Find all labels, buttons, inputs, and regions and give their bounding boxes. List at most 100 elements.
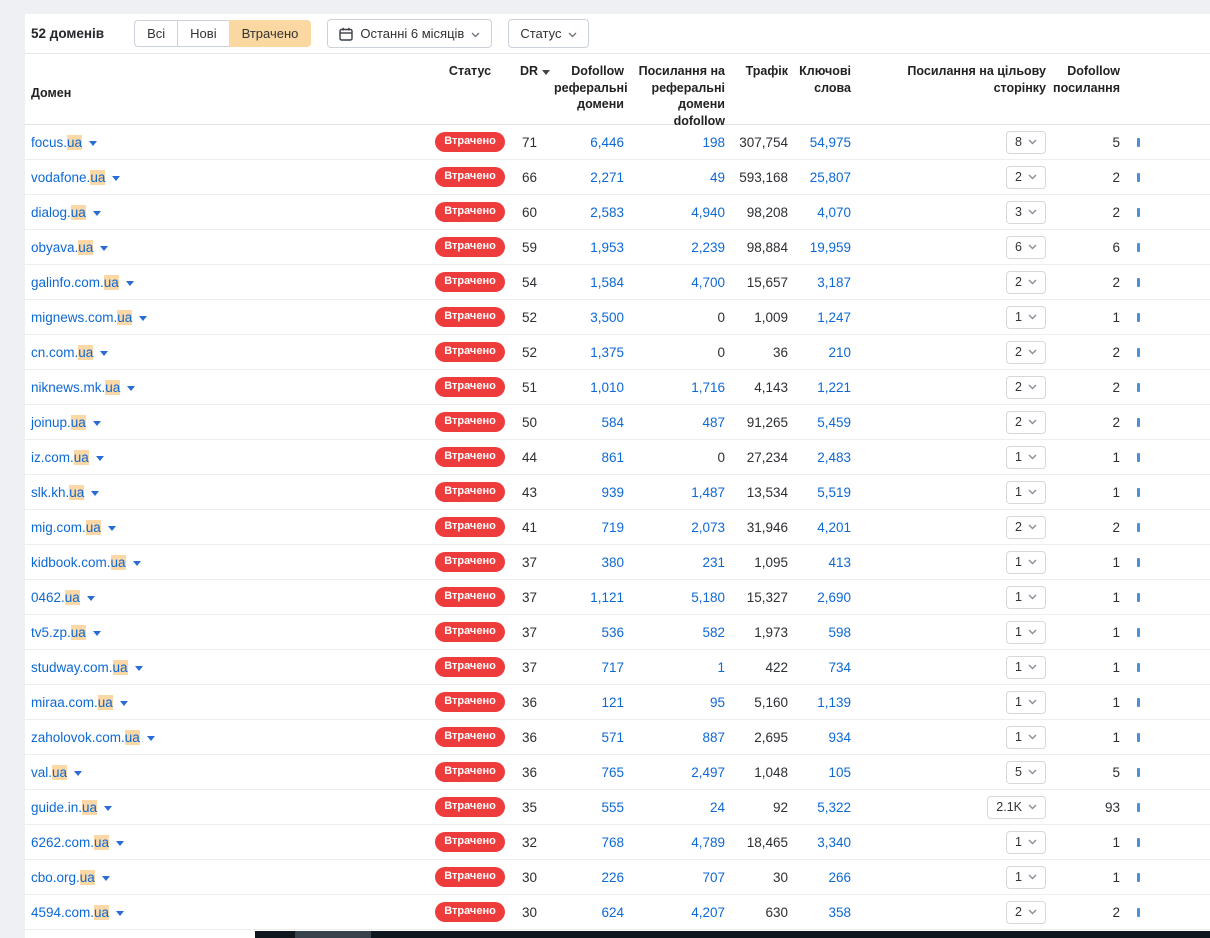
links-ref-domains-value[interactable]: 1,716 <box>691 379 725 395</box>
keywords-link[interactable]: 413 <box>828 554 851 570</box>
keywords-link[interactable]: 3,340 <box>817 834 851 850</box>
links-history-tick[interactable] <box>1137 907 1140 917</box>
dofollow-ref-domains-link[interactable]: 1,010 <box>590 379 624 395</box>
target-links-select[interactable]: 2 <box>1006 340 1046 364</box>
keywords-link[interactable]: 2,690 <box>817 589 851 605</box>
links-history-tick[interactable] <box>1137 767 1140 777</box>
domain-link[interactable]: obyava.ua <box>31 239 94 255</box>
filter-all-button[interactable]: Всі <box>134 20 178 47</box>
domain-caret-icon[interactable] <box>125 280 134 286</box>
keywords-link[interactable]: 105 <box>828 764 851 780</box>
links-history-tick[interactable] <box>1137 137 1140 147</box>
links-history-tick[interactable] <box>1137 662 1140 672</box>
links-history-tick[interactable] <box>1137 592 1140 602</box>
links-history-tick[interactable] <box>1137 627 1140 637</box>
keywords-link[interactable]: 5,519 <box>817 484 851 500</box>
keywords-link[interactable]: 210 <box>828 344 851 360</box>
keywords-link[interactable]: 4,201 <box>817 519 851 535</box>
domain-link[interactable]: slk.kh.ua <box>31 484 85 500</box>
links-ref-domains-value[interactable]: 49 <box>709 169 725 185</box>
links-history-tick[interactable] <box>1137 242 1140 252</box>
target-links-select[interactable]: 1 <box>1006 620 1046 644</box>
links-ref-domains-value[interactable]: 2,497 <box>691 764 725 780</box>
domain-caret-icon[interactable] <box>89 140 98 146</box>
links-ref-domains-value[interactable]: 887 <box>702 729 725 745</box>
dofollow-ref-domains-link[interactable]: 2,271 <box>590 169 624 185</box>
dofollow-ref-domains-link[interactable]: 380 <box>601 554 624 570</box>
domain-link[interactable]: zaholovok.com.ua <box>31 729 140 745</box>
dofollow-ref-domains-link[interactable]: 226 <box>601 869 624 885</box>
domain-caret-icon[interactable] <box>116 840 125 846</box>
dofollow-ref-domains-link[interactable]: 939 <box>601 484 624 500</box>
links-ref-domains-value[interactable]: 4,207 <box>691 904 725 920</box>
status-filter-button[interactable]: Статус <box>508 19 590 48</box>
links-history-tick[interactable] <box>1137 872 1140 882</box>
domain-caret-icon[interactable] <box>107 525 116 531</box>
domain-caret-icon[interactable] <box>146 735 155 741</box>
links-ref-domains-value[interactable]: 1 <box>717 659 725 675</box>
target-links-select[interactable]: 8 <box>1006 130 1046 154</box>
target-links-select[interactable]: 1 <box>1006 480 1046 504</box>
dofollow-ref-domains-link[interactable]: 3,500 <box>590 309 624 325</box>
links-ref-domains-value[interactable]: 4,700 <box>691 274 725 290</box>
links-history-tick[interactable] <box>1137 837 1140 847</box>
dofollow-ref-domains-link[interactable]: 765 <box>601 764 624 780</box>
keywords-link[interactable]: 19,959 <box>809 239 851 255</box>
links-history-tick[interactable] <box>1137 207 1140 217</box>
keywords-link[interactable]: 1,221 <box>817 379 851 395</box>
domain-link[interactable]: 0462.ua <box>31 589 80 605</box>
dofollow-ref-domains-link[interactable]: 555 <box>601 799 624 815</box>
target-links-select[interactable]: 1 <box>1006 865 1046 889</box>
dofollow-ref-domains-link[interactable]: 861 <box>601 449 624 465</box>
target-links-select[interactable]: 1 <box>1006 445 1046 469</box>
dofollow-ref-domains-link[interactable]: 1,584 <box>590 274 624 290</box>
target-links-select[interactable]: 2 <box>1006 410 1046 434</box>
domain-link[interactable]: val.ua <box>31 764 68 780</box>
links-ref-domains-value[interactable]: 2,073 <box>691 519 725 535</box>
domain-caret-icon[interactable] <box>134 665 143 671</box>
links-history-tick[interactable] <box>1137 557 1140 567</box>
domain-link[interactable]: tv5.zp.ua <box>31 624 86 640</box>
target-links-select[interactable]: 2.1K <box>987 795 1046 819</box>
links-history-tick[interactable] <box>1137 487 1140 497</box>
date-range-button[interactable]: Останні 6 місяців <box>327 19 493 48</box>
keywords-link[interactable]: 5,459 <box>817 414 851 430</box>
dofollow-ref-domains-link[interactable]: 719 <box>601 519 624 535</box>
target-links-select[interactable]: 2 <box>1006 270 1046 294</box>
links-history-tick[interactable] <box>1137 277 1140 287</box>
keywords-link[interactable]: 266 <box>828 869 851 885</box>
domain-caret-icon[interactable] <box>101 875 110 881</box>
target-links-select[interactable]: 1 <box>1006 690 1046 714</box>
domain-link[interactable]: cn.com.ua <box>31 344 94 360</box>
domain-caret-icon[interactable] <box>119 700 128 706</box>
domain-link[interactable]: joinup.ua <box>31 414 86 430</box>
domain-link[interactable]: mig.com.ua <box>31 519 101 535</box>
links-history-tick[interactable] <box>1137 417 1140 427</box>
target-links-select[interactable]: 3 <box>1006 200 1046 224</box>
keywords-link[interactable]: 734 <box>828 659 851 675</box>
keywords-link[interactable]: 3,187 <box>817 274 851 290</box>
domain-link[interactable]: niknews.mk.ua <box>31 379 121 395</box>
links-ref-domains-value[interactable]: 5,180 <box>691 589 725 605</box>
links-history-tick[interactable] <box>1137 452 1140 462</box>
target-links-select[interactable]: 2 <box>1006 165 1046 189</box>
domain-caret-icon[interactable] <box>92 210 101 216</box>
keywords-link[interactable]: 25,807 <box>809 169 851 185</box>
links-ref-domains-value[interactable]: 4,789 <box>691 834 725 850</box>
target-links-select[interactable]: 1 <box>1006 655 1046 679</box>
links-ref-domains-value[interactable]: 582 <box>702 624 725 640</box>
links-ref-domains-value[interactable]: 1,487 <box>691 484 725 500</box>
dofollow-ref-domains-link[interactable]: 624 <box>601 904 624 920</box>
scrollbar-thumb[interactable] <box>295 931 371 938</box>
domain-caret-icon[interactable] <box>92 420 101 426</box>
dofollow-ref-domains-link[interactable]: 2,583 <box>590 204 624 220</box>
dofollow-ref-domains-link[interactable]: 1,375 <box>590 344 624 360</box>
links-ref-domains-value[interactable]: 24 <box>709 799 725 815</box>
domain-link[interactable]: cbo.org.ua <box>31 869 95 885</box>
dofollow-ref-domains-link[interactable]: 536 <box>601 624 624 640</box>
domain-link[interactable]: galinfo.com.ua <box>31 274 119 290</box>
filter-new-button[interactable]: Нові <box>177 20 229 47</box>
links-history-tick[interactable] <box>1137 732 1140 742</box>
keywords-link[interactable]: 54,975 <box>809 134 851 150</box>
target-links-select[interactable]: 2 <box>1006 375 1046 399</box>
